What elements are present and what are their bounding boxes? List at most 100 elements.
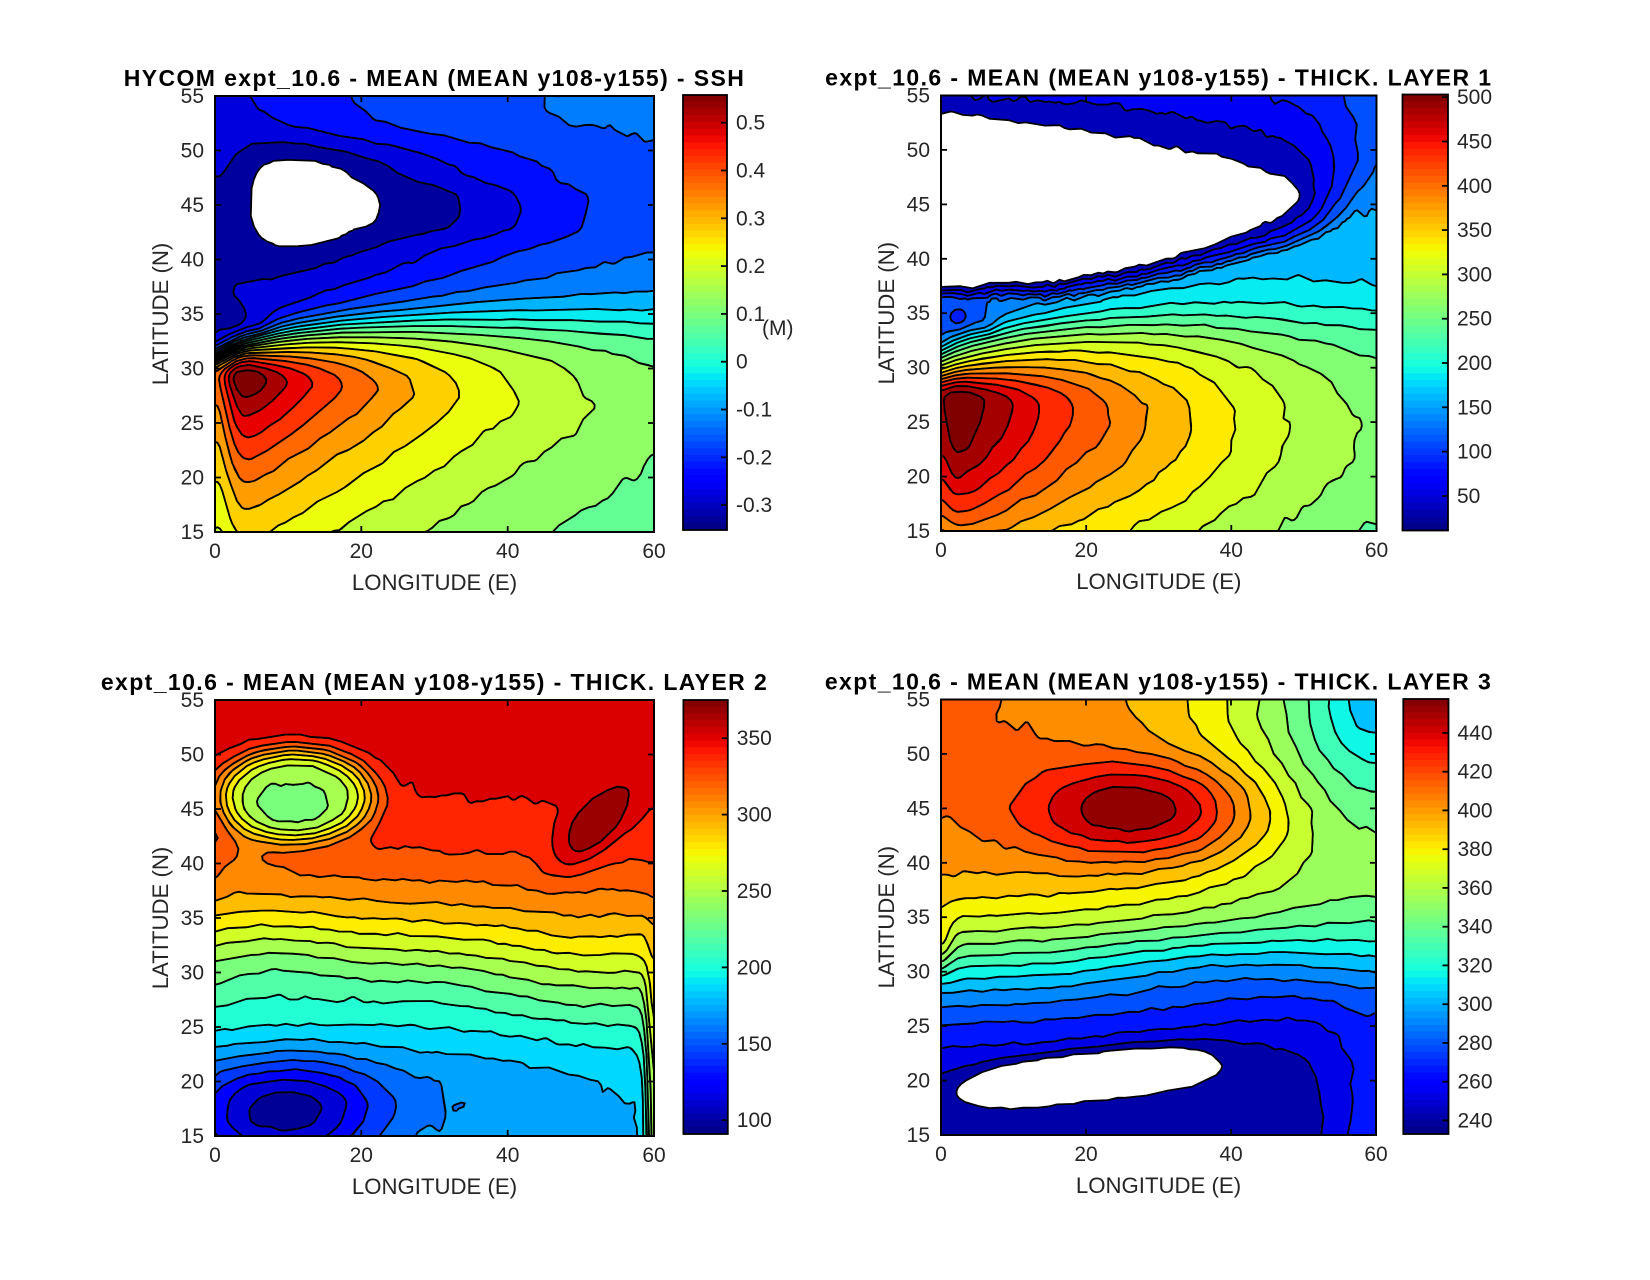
svg-text:150: 150 xyxy=(737,1033,772,1056)
svg-text:55: 55 xyxy=(907,689,930,712)
svg-text:30: 30 xyxy=(181,962,204,985)
svg-text:expt_10.6 - MEAN (MEAN y108-y1: expt_10.6 - MEAN (MEAN y108-y155) - THIC… xyxy=(101,669,768,695)
svg-text:250: 250 xyxy=(1457,308,1492,331)
svg-text:55: 55 xyxy=(181,85,204,108)
svg-text:50: 50 xyxy=(907,139,930,162)
svg-text:360: 360 xyxy=(1458,877,1493,900)
svg-text:400: 400 xyxy=(1457,175,1492,198)
svg-text:350: 350 xyxy=(737,727,772,750)
svg-text:0.2: 0.2 xyxy=(736,255,765,278)
svg-text:60: 60 xyxy=(642,540,665,563)
svg-text:expt_10.6 - MEAN (MEAN y108-y1: expt_10.6 - MEAN (MEAN y108-y155) - THIC… xyxy=(825,669,1492,695)
svg-text:200: 200 xyxy=(737,956,772,979)
svg-text:60: 60 xyxy=(642,1144,665,1167)
svg-text:30: 30 xyxy=(907,961,930,984)
svg-text:30: 30 xyxy=(907,357,930,380)
svg-text:50: 50 xyxy=(1457,485,1480,508)
svg-text:0.5: 0.5 xyxy=(736,112,765,135)
svg-text:380: 380 xyxy=(1458,838,1493,861)
svg-text:-0.1: -0.1 xyxy=(736,399,772,422)
svg-text:40: 40 xyxy=(907,852,930,875)
svg-text:35: 35 xyxy=(907,302,930,325)
svg-text:20: 20 xyxy=(907,466,930,489)
svg-text:100: 100 xyxy=(737,1109,772,1132)
svg-text:50: 50 xyxy=(907,743,930,766)
svg-text:55: 55 xyxy=(907,85,930,108)
svg-text:25: 25 xyxy=(181,412,204,435)
svg-text:LONGITUDE (E): LONGITUDE (E) xyxy=(352,570,517,595)
svg-text:300: 300 xyxy=(737,804,772,827)
svg-text:45: 45 xyxy=(181,798,204,821)
svg-text:15: 15 xyxy=(181,521,204,544)
svg-text:40: 40 xyxy=(1220,539,1243,562)
svg-text:0: 0 xyxy=(209,1144,221,1167)
svg-text:-0.2: -0.2 xyxy=(736,446,772,469)
svg-text:400: 400 xyxy=(1458,799,1493,822)
svg-text:15: 15 xyxy=(181,1125,204,1148)
svg-text:45: 45 xyxy=(181,194,204,217)
svg-text:240: 240 xyxy=(1458,1109,1493,1132)
svg-text:0.1: 0.1 xyxy=(736,303,765,326)
svg-text:35: 35 xyxy=(907,906,930,929)
svg-text:35: 35 xyxy=(181,907,204,930)
svg-text:260: 260 xyxy=(1458,1071,1493,1094)
svg-text:20: 20 xyxy=(350,1144,373,1167)
svg-text:250: 250 xyxy=(737,880,772,903)
svg-text:20: 20 xyxy=(181,1071,204,1094)
svg-text:-0.3: -0.3 xyxy=(736,494,772,517)
svg-text:280: 280 xyxy=(1458,1032,1493,1055)
svg-text:340: 340 xyxy=(1458,916,1493,939)
svg-text:60: 60 xyxy=(1364,1143,1387,1166)
svg-text:LATITUDE (N): LATITUDE (N) xyxy=(148,243,173,386)
svg-text:15: 15 xyxy=(907,1124,930,1147)
svg-text:0: 0 xyxy=(736,351,748,374)
svg-text:60: 60 xyxy=(1365,539,1388,562)
svg-text:LATITUDE (N): LATITUDE (N) xyxy=(874,242,899,385)
svg-text:45: 45 xyxy=(907,193,930,216)
svg-text:HYCOM expt_10.6 - MEAN (MEAN y: HYCOM expt_10.6 - MEAN (MEAN y108-y155) … xyxy=(124,65,746,91)
svg-text:40: 40 xyxy=(496,540,519,563)
svg-text:150: 150 xyxy=(1457,396,1492,419)
svg-text:20: 20 xyxy=(181,467,204,490)
svg-text:20: 20 xyxy=(907,1070,930,1093)
svg-text:LONGITUDE (E): LONGITUDE (E) xyxy=(1076,569,1241,594)
svg-text:0: 0 xyxy=(935,1143,947,1166)
svg-text:15: 15 xyxy=(907,520,930,543)
svg-text:20: 20 xyxy=(1075,539,1098,562)
svg-text:LONGITUDE (E): LONGITUDE (E) xyxy=(352,1174,517,1199)
svg-text:expt_10.6 - MEAN (MEAN y108-y1: expt_10.6 - MEAN (MEAN y108-y155) - THIC… xyxy=(825,65,1492,91)
svg-text:50: 50 xyxy=(181,744,204,767)
svg-text:LATITUDE (N): LATITUDE (N) xyxy=(148,847,173,990)
svg-text:0.3: 0.3 xyxy=(736,207,765,230)
svg-text:40: 40 xyxy=(1219,1143,1242,1166)
svg-text:100: 100 xyxy=(1457,441,1492,464)
svg-text:40: 40 xyxy=(181,249,204,272)
svg-text:0: 0 xyxy=(209,540,221,563)
svg-text:LONGITUDE (E): LONGITUDE (E) xyxy=(1076,1173,1241,1198)
svg-text:(M): (M) xyxy=(762,317,793,340)
svg-text:0.4: 0.4 xyxy=(736,160,766,183)
svg-text:LATITUDE (N): LATITUDE (N) xyxy=(874,846,899,989)
svg-text:200: 200 xyxy=(1457,352,1492,375)
svg-text:50: 50 xyxy=(181,140,204,163)
svg-text:0: 0 xyxy=(935,539,947,562)
svg-text:320: 320 xyxy=(1458,954,1493,977)
svg-text:30: 30 xyxy=(181,358,204,381)
svg-text:40: 40 xyxy=(181,853,204,876)
svg-text:440: 440 xyxy=(1458,722,1493,745)
svg-text:420: 420 xyxy=(1458,761,1493,784)
svg-text:25: 25 xyxy=(181,1016,204,1039)
svg-text:300: 300 xyxy=(1458,993,1493,1016)
svg-text:40: 40 xyxy=(907,248,930,271)
svg-text:450: 450 xyxy=(1457,131,1492,154)
svg-text:20: 20 xyxy=(350,540,373,563)
svg-text:500: 500 xyxy=(1457,86,1492,109)
svg-text:300: 300 xyxy=(1457,263,1492,286)
svg-text:350: 350 xyxy=(1457,219,1492,242)
svg-text:40: 40 xyxy=(496,1144,519,1167)
svg-text:20: 20 xyxy=(1074,1143,1097,1166)
svg-text:55: 55 xyxy=(181,689,204,712)
svg-text:25: 25 xyxy=(907,1015,930,1038)
svg-text:35: 35 xyxy=(181,303,204,326)
svg-text:25: 25 xyxy=(907,411,930,434)
